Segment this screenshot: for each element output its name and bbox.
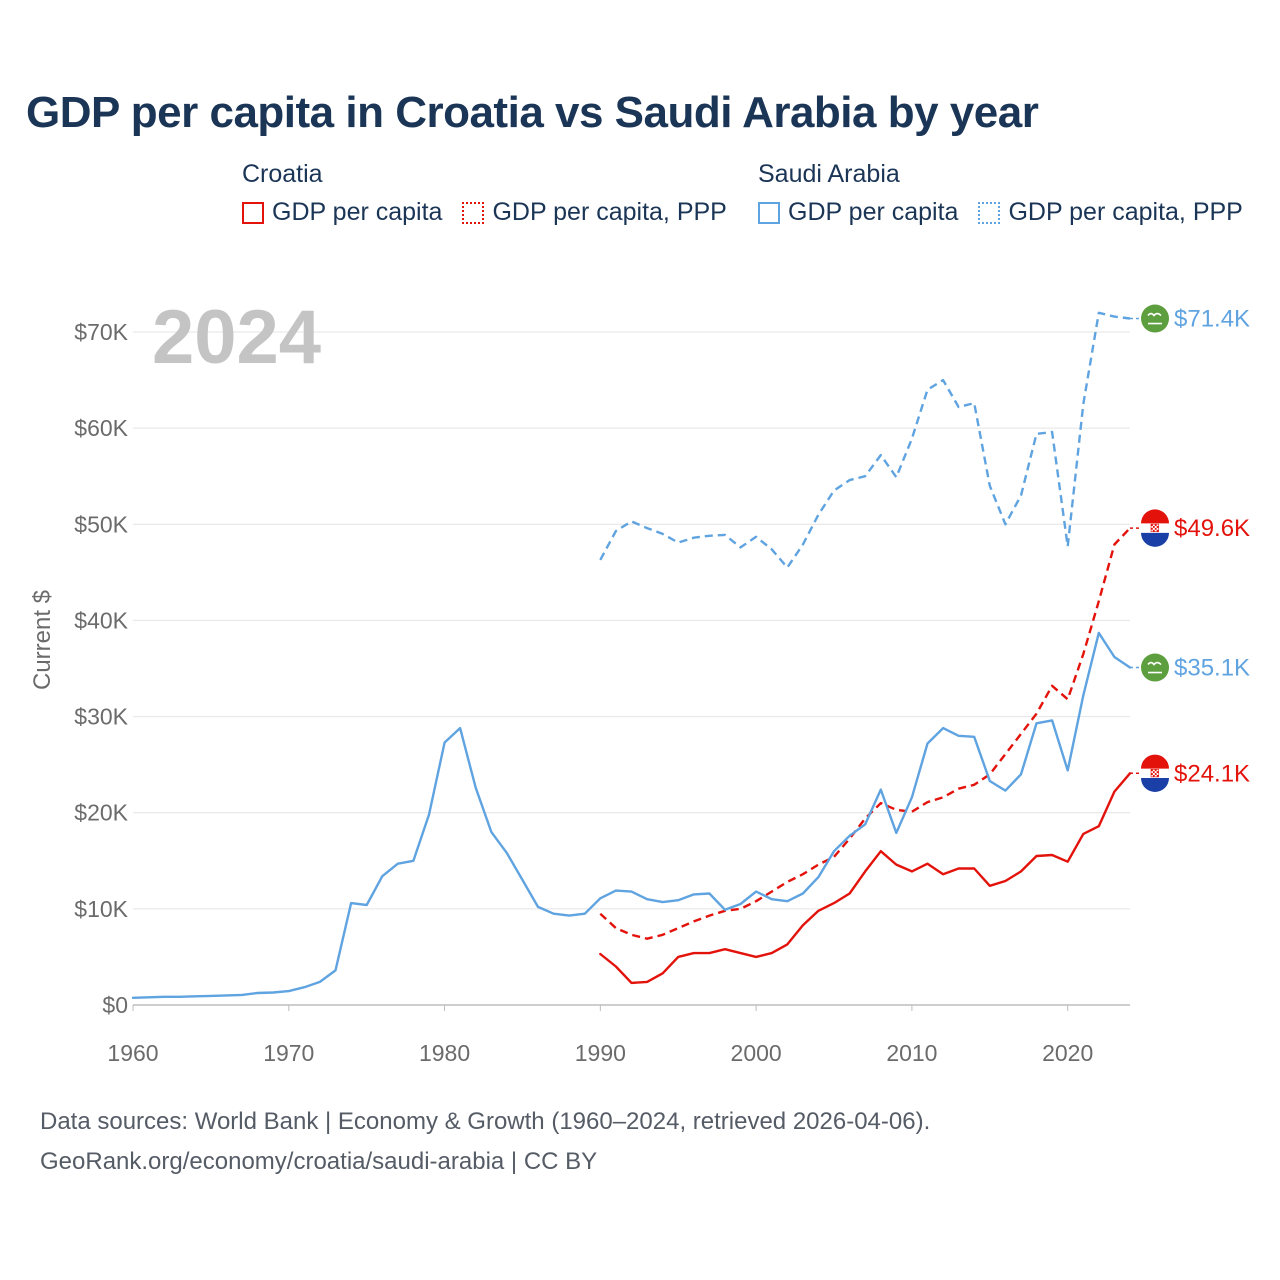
x-tick-label: 1970 <box>263 1040 314 1066</box>
legend-swatch-dotted-icon <box>462 201 485 224</box>
legend-swatch-dotted-icon <box>978 201 1001 224</box>
legend-saudi-arabia: Saudi Arabia GDP per capita GDP per capi… <box>758 160 1243 227</box>
flag-checker <box>1154 769 1157 772</box>
x-tick-label: 2020 <box>1042 1040 1093 1066</box>
flag-checker <box>1151 524 1153 527</box>
flag-red-band <box>1141 509 1169 524</box>
legend-swatch-solid-icon <box>758 201 780 224</box>
croatia-flag-icon <box>1141 754 1169 792</box>
flag-blue-band <box>1141 777 1169 792</box>
flag-checker <box>1152 771 1155 774</box>
flag-red-band <box>1141 754 1169 769</box>
flag-checker <box>1152 773 1155 775</box>
flag-checker <box>1154 527 1157 530</box>
flag-checker <box>1156 773 1159 775</box>
flag-checker <box>1154 524 1157 527</box>
legend-group-title-croatia: Croatia <box>242 160 323 188</box>
flag-script <box>1147 661 1162 666</box>
flag-checker <box>1154 774 1157 777</box>
flag-checker <box>1152 774 1155 777</box>
flag-checker <box>1156 774 1159 777</box>
y-tick-label: $40K <box>74 607 128 633</box>
flag-shield <box>1150 768 1159 778</box>
saudi-flag-icon <box>1141 304 1169 333</box>
axis-layer: $0 $10K $20K $30K $40K $50K $60K $70K 1960 1970 19… <box>74 319 1093 1066</box>
x-tick-label: 1990 <box>575 1040 626 1066</box>
source-line: Data sources: World Bank | Economy & Gro… <box>40 1108 931 1135</box>
legend-croatia: Croatia GDP per capita GDP per capita, P… <box>242 160 727 227</box>
flag-checker <box>1156 526 1159 528</box>
flag-checker <box>1154 529 1157 532</box>
legend-label: GDP per capita <box>788 198 959 226</box>
series-line-croatia-gdp-per-capita[interactable] <box>599 772 1132 985</box>
flag-checker <box>1152 769 1155 772</box>
flag-checker <box>1156 527 1159 530</box>
flag-checker <box>1154 526 1157 528</box>
flag-script <box>1147 312 1162 317</box>
legend-label: GDP per capita <box>272 198 443 226</box>
flag-blue-band <box>1141 532 1169 547</box>
legend-item-croatia-gdp[interactable]: GDP per capita <box>242 198 442 227</box>
end-value-label: $71.4K <box>1174 306 1250 333</box>
legend-item-saudi-gdp-ppp[interactable]: GDP per capita, PPP <box>978 198 1243 227</box>
flag-checker <box>1151 773 1153 775</box>
legend-group-title-saudi-arabia: Saudi Arabia <box>758 160 900 188</box>
flag-checker <box>1156 769 1159 772</box>
flag-checker <box>1152 527 1155 530</box>
flag-checker <box>1152 529 1155 532</box>
x-tick-label: 2000 <box>731 1040 782 1066</box>
y-tick-label: $20K <box>74 800 128 826</box>
flag-checker <box>1156 529 1159 532</box>
flag-checker <box>1151 527 1153 530</box>
x-tick-label: 1980 <box>419 1040 470 1066</box>
flag-checker <box>1151 774 1153 777</box>
grid-layer <box>133 331 1130 1006</box>
flag-checker <box>1154 773 1157 775</box>
end-value-label: $49.6K <box>1174 515 1250 542</box>
legend-label: GDP per capita, PPP <box>1008 198 1243 226</box>
legend-label: GDP per capita, PPP <box>492 198 727 226</box>
source-link[interactable]: GeoRank.org/economy/croatia/saudi-arabia… <box>40 1148 598 1175</box>
y-tick-label: $30K <box>74 704 128 730</box>
series-layer <box>131 311 1132 999</box>
flag-checker <box>1151 526 1153 528</box>
flag-disc <box>1141 653 1169 682</box>
y-tick-label: $10K <box>74 896 128 922</box>
y-tick-label: $70K <box>74 319 128 345</box>
flag-checker <box>1156 771 1159 774</box>
flag-checker <box>1152 524 1155 527</box>
end-value-label: $24.1K <box>1174 760 1250 787</box>
end-label-layer: $71.4K $49.6K $35.1K $24.1K <box>1130 304 1250 792</box>
flag-disc <box>1141 304 1169 333</box>
flag-checker <box>1151 529 1153 532</box>
flag-checker <box>1154 771 1157 774</box>
flag-checker <box>1152 526 1155 528</box>
y-axis-label: Current $ <box>29 590 56 690</box>
legend-item-saudi-gdp[interactable]: GDP per capita <box>758 198 958 227</box>
flag-shield <box>1150 523 1159 533</box>
y-tick-label: $60K <box>74 415 128 441</box>
series-line-croatia-gdp-per-capita-ppp[interactable] <box>599 527 1131 940</box>
saudi-flag-icon <box>1141 653 1169 682</box>
y-tick-label: $0 <box>102 992 128 1018</box>
x-tick-label: 2010 <box>886 1040 937 1066</box>
series-line-saudi-arabia-gdp-per-capita[interactable] <box>131 631 1132 999</box>
croatia-flag-icon <box>1141 509 1169 547</box>
legend-swatch-solid-icon <box>242 201 264 224</box>
flag-checker <box>1151 771 1153 774</box>
line-chart: 2024 $0 $10K $20K $30K $40K $50K $60K $70K 1960 1… <box>29 295 1250 1066</box>
year-watermark: 2024 <box>152 295 321 380</box>
flag-checker <box>1151 769 1153 772</box>
chart-title: GDP per capita in Croatia vs Saudi Arabi… <box>26 88 1039 137</box>
flag-checker <box>1156 524 1159 527</box>
x-tick-label: 1960 <box>107 1040 158 1066</box>
legend-item-croatia-gdp-ppp[interactable]: GDP per capita, PPP <box>462 198 727 227</box>
series-line-saudi-arabia-gdp-per-capita-ppp[interactable] <box>599 311 1131 569</box>
end-value-label: $35.1K <box>1174 655 1250 682</box>
y-tick-label: $50K <box>74 511 128 537</box>
